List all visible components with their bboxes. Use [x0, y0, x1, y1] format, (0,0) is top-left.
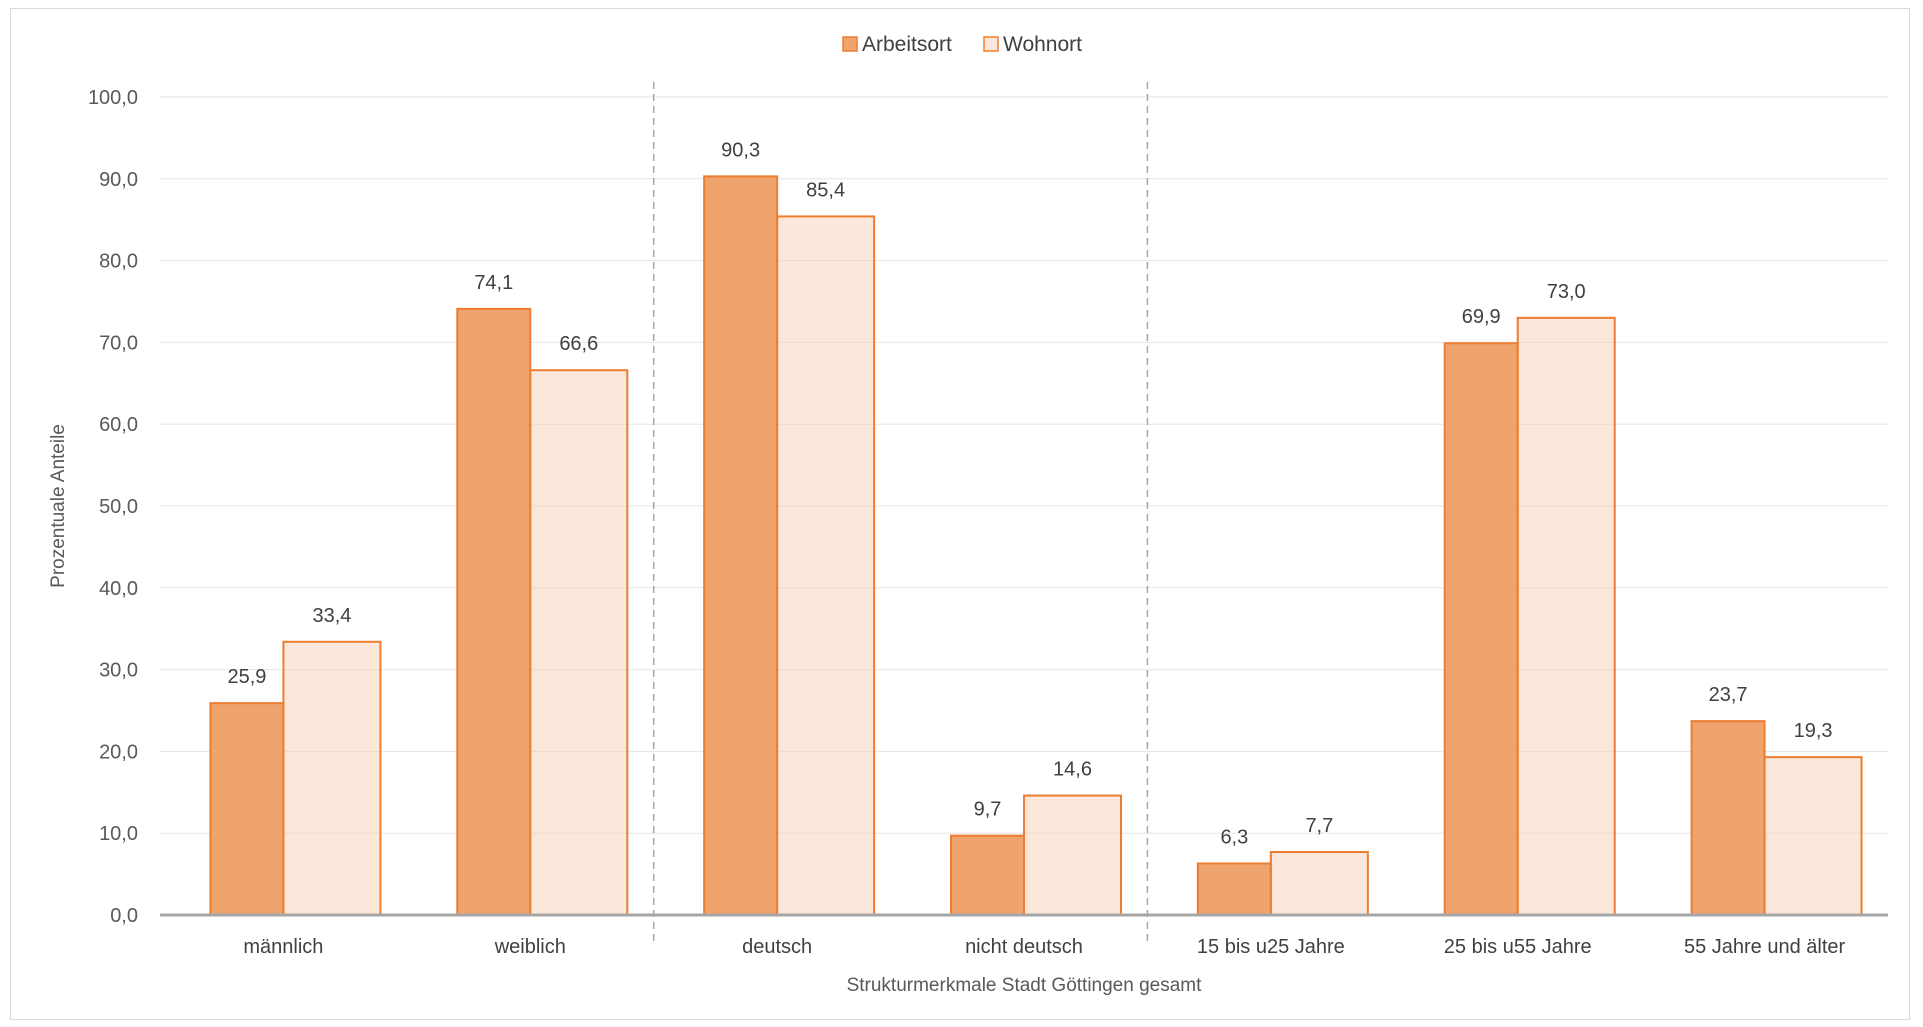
y-tick-label: 60,0	[99, 414, 138, 436]
bar-wohnort	[1516, 316, 1616, 916]
data-label-wohnort: 14,6	[1053, 759, 1092, 781]
bar-wohnort	[529, 369, 629, 917]
y-tick-label: 90,0	[99, 169, 138, 191]
category-labels: männlich weiblich deutsch nicht deutsch 15 b…	[243, 936, 1845, 958]
legend-swatch-wohnort	[983, 36, 999, 52]
y-axis-ticks: 0,0 10,0 20,0 30,0 40,0 50,0 60,0 70,0 80,0 90,0 1…	[88, 87, 138, 927]
data-label-arbeitsort: 25,9	[227, 666, 266, 688]
data-label-wohnort: 7,7	[1305, 815, 1333, 837]
y-tick-label: 20,0	[99, 741, 138, 763]
category-label: nicht deutsch	[965, 936, 1083, 958]
y-tick-label: 70,0	[99, 332, 138, 354]
y-tick-label: 80,0	[99, 251, 138, 273]
bar-wohnort	[1023, 794, 1122, 917]
data-label-arbeitsort: 23,7	[1709, 684, 1748, 706]
bar-arbeitsort	[456, 307, 532, 916]
category-label: 55 Jahre und älter	[1684, 936, 1846, 958]
gridlines	[160, 96, 1888, 834]
bar-arbeitsort	[1196, 862, 1272, 917]
data-label-arbeitsort: 6,3	[1220, 826, 1248, 848]
data-label-arbeitsort: 69,9	[1462, 306, 1501, 328]
data-label-wohnort: 85,4	[806, 179, 845, 201]
data-label-wohnort: 66,6	[559, 333, 598, 355]
legend-label-arbeitsort: Arbeitsort	[862, 33, 952, 56]
category-label: 25 bis u55 Jahre	[1444, 936, 1592, 958]
category-label: deutsch	[742, 936, 812, 958]
y-tick-label: 10,0	[99, 823, 138, 845]
legend: Arbeitsort Wohnort	[842, 33, 1082, 56]
bar-wohnort	[282, 640, 382, 917]
bar-arbeitsort	[703, 175, 779, 916]
bar-arbeitsort	[209, 702, 285, 916]
category-label: männlich	[243, 936, 323, 958]
category-label: 15 bis u25 Jahre	[1197, 936, 1345, 958]
data-label-arbeitsort: 9,7	[974, 799, 1002, 821]
legend-label-wohnort: Wohnort	[1003, 33, 1082, 56]
data-labels: 25,9 33,4 74,1 66,6 90,3 85,4 9,7 14,6 6,3 7,7 69,…	[227, 139, 1832, 848]
bar-arbeitsort	[1690, 720, 1766, 916]
bars	[209, 175, 1863, 917]
bar-arbeitsort	[1443, 342, 1519, 916]
data-label-wohnort: 33,4	[312, 605, 351, 627]
y-tick-label: 30,0	[99, 660, 138, 682]
bar-wohnort	[776, 215, 876, 917]
legend-swatch-arbeitsort	[842, 36, 858, 52]
data-label-wohnort: 19,3	[1794, 720, 1833, 742]
data-label-arbeitsort: 90,3	[721, 139, 760, 161]
y-axis-title: Prozentuale Anteile	[48, 424, 69, 588]
bar-wohnort	[1763, 756, 1863, 916]
data-label-arbeitsort: 74,1	[474, 272, 513, 294]
y-tick-label: 100,0	[88, 87, 138, 109]
data-label-wohnort: 73,0	[1547, 281, 1586, 303]
y-tick-label: 50,0	[99, 496, 138, 518]
bar-wohnort	[1269, 851, 1369, 916]
x-axis-title: Strukturmerkmale Stadt Göttingen gesamt	[847, 975, 1203, 996]
y-tick-label: 0,0	[110, 905, 138, 927]
bar-arbeitsort	[950, 834, 1025, 916]
category-label: weiblich	[494, 936, 566, 958]
y-tick-label: 40,0	[99, 578, 138, 600]
